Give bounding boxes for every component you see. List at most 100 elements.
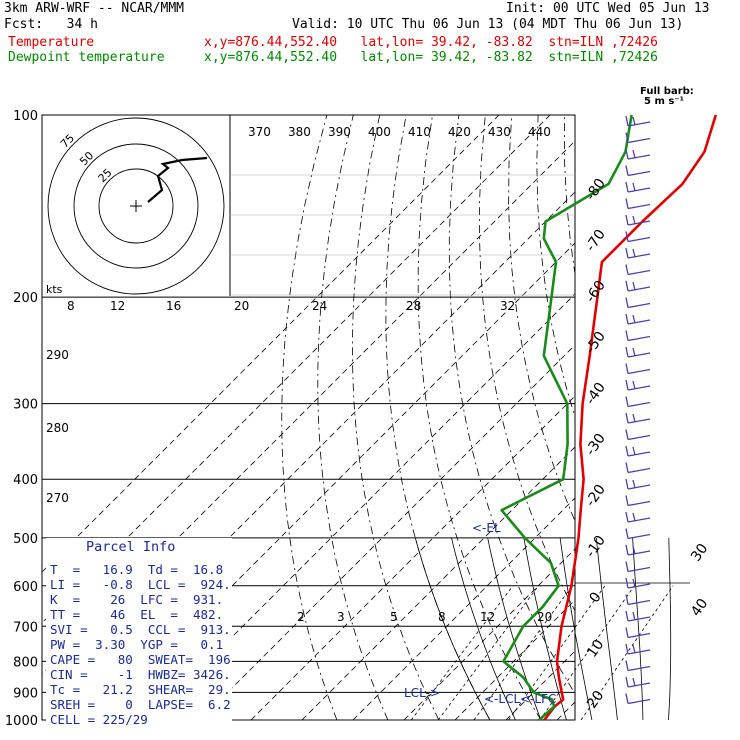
isotherm-label: -80 (583, 176, 609, 204)
wind-barb (627, 401, 651, 408)
parcel-row: SREH = 0 LAPSE= 6.2 (50, 697, 231, 712)
pressure-label: 900 (13, 686, 38, 701)
wind-barb-flag (625, 115, 629, 127)
wind-barb-flag (625, 231, 629, 242)
mixing-ratio-label: 20 (537, 610, 552, 624)
dewpoint-location: x,y=876.44,552.40 lat,lon= 39.42, -83.82… (204, 50, 658, 65)
wind-barb-flag (625, 495, 629, 506)
pressure-label: 400 (13, 473, 38, 488)
isotherm-line (42, 115, 551, 624)
mixing-ratio-line (437, 585, 539, 720)
pressure-label: 800 (13, 655, 38, 670)
wind-barb (627, 500, 651, 507)
parcel-info-panel: Parcel Info T = 16.9 Td = 16.8 LI = -0.8… (46, 538, 232, 728)
lower-panel (230, 537, 690, 720)
insert-axis-label: 20 (234, 299, 249, 313)
hodograph-ring-label: 75 (58, 132, 77, 151)
wind-barb (627, 583, 651, 589)
wind-barb (627, 649, 651, 655)
parcel-info-title: Parcel Info (86, 539, 176, 555)
parcel-row: K = 26 LFC = 931. (50, 592, 224, 607)
isotherm-label: -20 (583, 482, 609, 510)
pressure-label: 200 (13, 291, 38, 306)
isotherm-line (301, 446, 575, 720)
wind-barb-flag (625, 643, 629, 655)
barb-legend: Full barb: (640, 86, 694, 97)
valid-time: Valid: 10 UTC Thu 06 Jun 13 (04 MDT Thu … (292, 17, 684, 32)
pressure-label: 100 (13, 109, 38, 124)
parcel-marker-label: LCL-> (404, 686, 440, 700)
wind-barb (627, 368, 651, 375)
mixing-ratio-lines (410, 537, 674, 720)
wind-barb-flag (632, 281, 636, 291)
wind-barb (627, 170, 651, 177)
wind-barb (627, 302, 651, 309)
moist-adiabat-line (523, 537, 567, 720)
wind-barb (627, 220, 651, 226)
wind-barb (627, 253, 651, 259)
barb-legend-unit: 5 m s⁻¹ (644, 96, 684, 107)
wind-barb (627, 682, 651, 688)
parcel-row: T = 16.9 Td = 16.8 (50, 562, 224, 577)
moist-adiabat-line (414, 537, 491, 720)
isotherm-line (403, 548, 575, 720)
dry-adiabat-line (723, 115, 740, 720)
wind-barb-flag (632, 578, 636, 588)
isotherm-label: -60 (583, 278, 609, 306)
wind-barb-flag (625, 264, 629, 275)
theta-e-label: 370 (248, 125, 271, 139)
dry-adiabat-line (417, 115, 542, 720)
mixing-ratio-label: 8 (438, 610, 446, 624)
wind-barb-flag (625, 247, 629, 259)
mixing-ratio-line (473, 585, 573, 720)
isotherm-line (454, 599, 575, 720)
wind-barb (627, 550, 651, 556)
wind-barb (627, 533, 651, 540)
mixing-ratio-label: 5 (390, 610, 398, 624)
theta-e-label: 430 (488, 125, 511, 139)
wind-barb (627, 418, 651, 424)
theta-e-label: 420 (448, 125, 471, 139)
parcel-row: TT = 46 EL = 482. (50, 607, 224, 622)
moist-adiabat-line (559, 537, 593, 720)
parcel-row: SVI = 0.5 CCL = 913. (50, 622, 231, 637)
parcel-row: PW = 3.30 YGP = 0.1 (50, 637, 224, 652)
wind-barb (627, 137, 651, 144)
parcel-marker-label: <-LFC (520, 692, 556, 706)
wind-barb-flag (625, 346, 629, 358)
parcel-marker-label: <-LCL (484, 692, 520, 706)
wind-barb-flag (625, 181, 629, 193)
isotherm-line (42, 115, 500, 573)
wind-barb-flag (625, 693, 629, 704)
wind-barb-flag (632, 248, 636, 258)
wind-barb-flag (625, 445, 629, 457)
wind-barb (627, 467, 651, 474)
dry-adiabat-line (317, 115, 389, 720)
wind-barb (627, 517, 651, 523)
hodograph-ring-label: 25 (96, 166, 115, 185)
pressure-label: 300 (13, 398, 38, 413)
insert-axis-label: 16 (166, 299, 181, 313)
wind-barb (627, 236, 651, 243)
mixing-ratio-line (410, 585, 514, 720)
theta-e-label: 400 (368, 125, 391, 139)
wind-barb (627, 566, 651, 573)
init-time: Init: 00 UTC Wed 05 Jun 13 (506, 1, 710, 16)
dry-adiabat-line (281, 115, 338, 720)
wind-barb-flag (625, 297, 629, 308)
wind-barb (627, 434, 651, 441)
wind-barb-flag (632, 347, 636, 357)
insert-axis-label: 8 (67, 299, 75, 313)
wind-barb (627, 154, 651, 160)
wind-barb-flag (625, 561, 629, 572)
wind-barb-flag (625, 544, 629, 556)
hodograph-ring (98, 168, 174, 244)
wind-barb-flag (632, 380, 636, 390)
hodograph-ring-label: 50 (77, 149, 96, 168)
wind-barb-flag (625, 280, 629, 292)
wind-barb-flag (625, 511, 629, 523)
wind-barb-flag (625, 478, 629, 490)
wind-barb-flag (625, 676, 629, 688)
moist-adiabat-line (451, 537, 516, 720)
